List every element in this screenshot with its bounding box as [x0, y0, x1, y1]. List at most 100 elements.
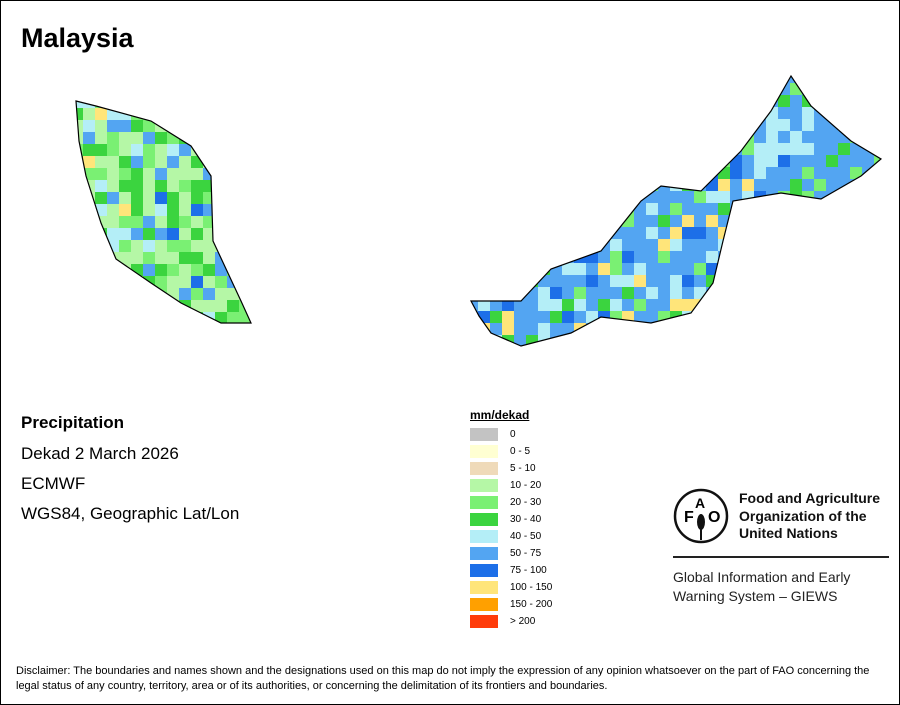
grid-cell — [490, 251, 502, 263]
grid-cell — [215, 216, 227, 228]
grid-cell — [766, 179, 778, 191]
grid-cell — [694, 335, 706, 346]
legend-label: 0 — [510, 429, 516, 440]
grid-cell — [670, 299, 682, 311]
grid-cell — [227, 120, 239, 132]
grid-cell — [574, 335, 586, 346]
grid-cell — [155, 204, 167, 216]
grid-cell — [179, 168, 191, 180]
grid-cell — [862, 335, 874, 346]
grid-cell — [502, 287, 514, 299]
grid-cell — [586, 167, 598, 179]
grid-cell — [119, 132, 131, 144]
grid-cell — [826, 155, 838, 167]
grid-cell — [179, 101, 191, 108]
grid-cell — [538, 143, 550, 155]
grid-cell — [874, 155, 881, 167]
grid-cell — [670, 251, 682, 263]
grid-cell — [718, 239, 730, 251]
grid-cell — [658, 143, 670, 155]
grid-cell — [562, 287, 574, 299]
grid-cell — [239, 120, 251, 132]
grid-cell — [694, 107, 706, 119]
legend-item: 5 - 10 — [470, 460, 552, 477]
grid-cell — [191, 168, 203, 180]
legend-swatch — [470, 496, 498, 509]
grid-cell — [862, 155, 874, 167]
grid-cell — [706, 155, 718, 167]
grid-cell — [766, 335, 778, 346]
grid-cell — [754, 239, 766, 251]
grid-cell — [610, 83, 622, 95]
grid-cell — [718, 107, 730, 119]
grid-cell — [610, 311, 622, 323]
grid-cell — [658, 323, 670, 335]
giews-name: Global Information and Early Warning Sys… — [673, 568, 850, 606]
grid-cell — [862, 191, 874, 203]
grid-cell — [514, 311, 526, 323]
grid-cell — [562, 299, 574, 311]
grid-cell — [826, 76, 838, 83]
grid-cell — [886, 275, 898, 287]
grid-cell — [646, 311, 658, 323]
grid-cell — [143, 108, 155, 120]
grid-cell — [155, 276, 167, 288]
grid-cell — [83, 240, 95, 252]
grid-cell — [766, 263, 778, 275]
grid-cell — [838, 335, 850, 346]
grid-cell — [478, 155, 490, 167]
grid-cell — [598, 239, 610, 251]
grid-cell — [766, 203, 778, 215]
grid-cell — [682, 131, 694, 143]
source-label: ECMWF — [21, 474, 86, 493]
grid-cell — [526, 311, 538, 323]
grid-cell — [143, 300, 155, 312]
grid-cell — [586, 76, 598, 83]
grid-cell — [850, 275, 862, 287]
legend-swatch — [470, 581, 498, 594]
grid-cell — [850, 251, 862, 263]
grid-cell — [514, 227, 526, 239]
grid-cell — [802, 227, 814, 239]
grid-cell — [119, 288, 131, 300]
grid-cell — [670, 239, 682, 251]
grid-cell — [471, 179, 478, 191]
grid-cell — [107, 252, 119, 264]
grid-cell — [838, 311, 850, 323]
grid-cell — [874, 179, 881, 191]
grid-cell — [850, 287, 862, 299]
grid-cell — [610, 347, 622, 359]
grid-cell — [658, 215, 670, 227]
grid-cell — [658, 191, 670, 203]
grid-cell — [251, 324, 263, 336]
grid-cell — [886, 227, 898, 239]
grid-cell — [155, 101, 167, 108]
grid-cell — [538, 263, 550, 275]
grid-cell — [191, 101, 203, 108]
grid-cell — [598, 155, 610, 167]
grid-cell — [598, 287, 610, 299]
grid-cell — [526, 203, 538, 215]
grid-cell — [838, 95, 850, 107]
grid-cell — [634, 215, 646, 227]
grid-cell — [682, 239, 694, 251]
grid-cell — [742, 179, 754, 191]
grid-cell — [610, 275, 622, 287]
grid-cell — [778, 299, 790, 311]
grid-cell — [478, 131, 490, 143]
grid-cell — [574, 119, 586, 131]
grid-cell — [526, 323, 538, 335]
grid-cell — [778, 179, 790, 191]
grid-cell — [550, 347, 562, 359]
grid-cell — [167, 180, 179, 192]
grid-cell — [191, 264, 203, 276]
grid-cell — [622, 299, 634, 311]
grid-cell — [239, 312, 251, 323]
grid-cell — [706, 83, 718, 95]
grid-cell — [514, 275, 526, 287]
grid-cell — [490, 239, 502, 251]
grid-cell — [131, 132, 143, 144]
grid-cell — [838, 263, 850, 275]
grid-cell — [526, 155, 538, 167]
grid-cell — [886, 239, 898, 251]
